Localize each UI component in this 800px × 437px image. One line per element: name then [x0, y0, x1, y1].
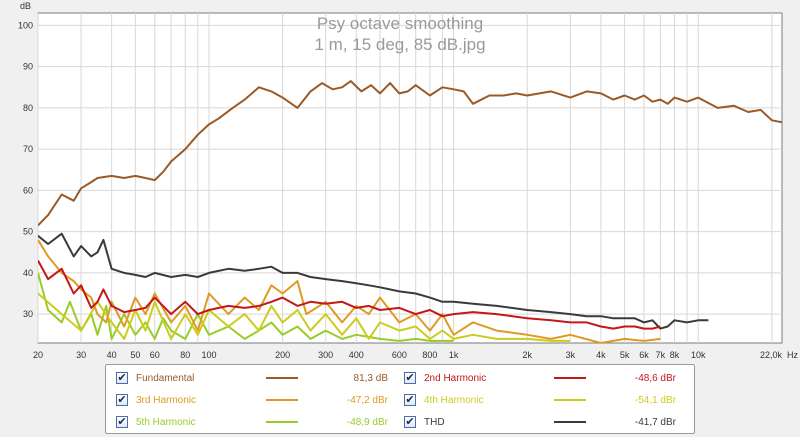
series-line-fundamental — [38, 80, 782, 227]
x-tick-label: 4k — [596, 350, 606, 360]
x-tick-label: 50 — [130, 350, 140, 360]
legend-item-4th-harmonic: ✔ 4th Harmonic -54,1 dBr — [404, 391, 676, 409]
series-line-4th-harmonic — [38, 292, 571, 342]
legend-item-thd: ✔ THD -41,7 dBr — [404, 413, 676, 431]
x-tick-label: 600 — [392, 350, 407, 360]
x-tick-label: 10k — [691, 350, 706, 360]
y-tick-label: 40 — [23, 268, 33, 278]
legend-checkbox-4th-harmonic[interactable]: ✔ — [404, 393, 416, 406]
series-line-2nd-harmonic — [38, 260, 661, 330]
legend-checkbox-thd[interactable]: ✔ — [404, 415, 416, 428]
legend-swatch — [554, 421, 586, 423]
legend-item-2nd-harmonic: ✔ 2nd Harmonic -48,6 dBr — [404, 369, 676, 387]
legend-label: 4th Harmonic — [424, 394, 484, 406]
series-line-3rd-harmonic — [38, 239, 661, 343]
x-axis-unit: Hz — [787, 350, 798, 360]
legend-value: -47,2 dBr — [346, 394, 388, 406]
x-tick-label: 6k — [639, 350, 649, 360]
legend-label: Fundamental — [136, 372, 195, 384]
legend-label: 2nd Harmonic — [424, 372, 487, 384]
x-tick-label: 20 — [33, 350, 43, 360]
legend-swatch — [266, 399, 298, 401]
x-tick-label: 22,0k — [760, 350, 783, 360]
series-line-thd — [38, 232, 709, 330]
x-tick-label: 200 — [275, 350, 290, 360]
y-tick-label: 100 — [18, 20, 33, 30]
legend-value: -48,6 dBr — [634, 372, 676, 384]
chart: 100 90 80 70 60 50 40 30 20 30 40 50 60 80 100 200 300 40… — [18, 1, 799, 360]
x-tick-label: 30 — [76, 350, 86, 360]
legend-checkbox-2nd-harmonic[interactable]: ✔ — [404, 371, 416, 384]
legend-value: 81,3 dB — [353, 372, 388, 384]
x-tick-label: 80 — [180, 350, 190, 360]
legend-value: -41,7 dBr — [634, 416, 676, 428]
y-tick-label: 90 — [23, 62, 33, 72]
x-tick-label: 400 — [349, 350, 364, 360]
y-tick-label: 70 — [23, 144, 33, 154]
legend-value: -48,9 dBr — [346, 416, 388, 428]
legend-item-fundamental: ✔ Fundamental 81,3 dB — [116, 369, 388, 387]
legend-item-5th-harmonic: ✔ 5th Harmonic -48,9 dBr — [116, 413, 388, 431]
axis-labels: 100 90 80 70 60 50 40 30 20 30 40 50 60 80 100 200 300 40… — [18, 20, 783, 360]
legend-item-3rd-harmonic: ✔ 3rd Harmonic -47,2 dBr — [116, 391, 388, 409]
x-tick-label: 8k — [670, 350, 680, 360]
legend-label: THD — [424, 416, 445, 428]
x-tick-label: 2k — [522, 350, 532, 360]
legend-label: 5th Harmonic — [136, 416, 196, 428]
x-tick-label: 60 — [150, 350, 160, 360]
legend-checkbox-3rd-harmonic[interactable]: ✔ — [116, 393, 128, 406]
series-layer — [38, 80, 782, 343]
x-tick-label: 3k — [566, 350, 576, 360]
x-tick-label: 800 — [422, 350, 437, 360]
y-tick-label: 60 — [23, 185, 33, 195]
plot-background — [37, 12, 783, 344]
grid — [37, 13, 782, 343]
y-tick-label: 50 — [23, 227, 33, 237]
y-tick-label: 80 — [23, 103, 33, 113]
legend-swatch — [266, 421, 298, 423]
legend-checkbox-5th-harmonic[interactable]: ✔ — [116, 415, 128, 428]
chart-title: Psy octave smoothing — [317, 14, 483, 33]
x-tick-label: 7k — [656, 350, 666, 360]
x-tick-label: 5k — [620, 350, 630, 360]
y-tick-label: 30 — [23, 309, 33, 319]
x-tick-label: 40 — [107, 350, 117, 360]
y-axis-label: dB — [20, 1, 31, 11]
x-tick-label: 1k — [449, 350, 459, 360]
legend-swatch — [554, 377, 586, 379]
legend: ✔ Fundamental 81,3 dB ✔ 2nd Harmonic -48,6 dB… — [105, 364, 695, 434]
x-tick-label: 300 — [318, 350, 333, 360]
chart-subtitle: 1 m, 15 deg, 85 dB.jpg — [314, 35, 485, 54]
legend-checkbox-fundamental[interactable]: ✔ — [116, 371, 128, 384]
legend-swatch — [554, 399, 586, 401]
legend-value: -54,1 dBr — [634, 394, 676, 406]
legend-swatch — [266, 377, 298, 379]
legend-label: 3rd Harmonic — [136, 394, 197, 406]
x-tick-label: 100 — [201, 350, 216, 360]
